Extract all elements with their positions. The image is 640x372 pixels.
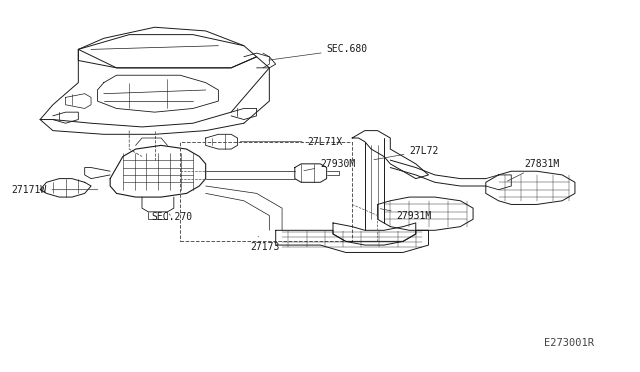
Text: 27L72: 27L72 [374,146,439,160]
Text: 27930M: 27930M [304,159,355,171]
Text: SEC.680: SEC.680 [269,44,368,60]
Text: 27171W: 27171W [12,185,98,195]
Text: 27831M: 27831M [508,159,559,181]
Text: 27173: 27173 [250,236,280,252]
Text: 27931M: 27931M [380,209,432,221]
Text: SEC.270: SEC.270 [152,212,193,222]
Text: E273001R: E273001R [544,339,594,349]
Text: 27L71X: 27L71X [240,137,343,147]
